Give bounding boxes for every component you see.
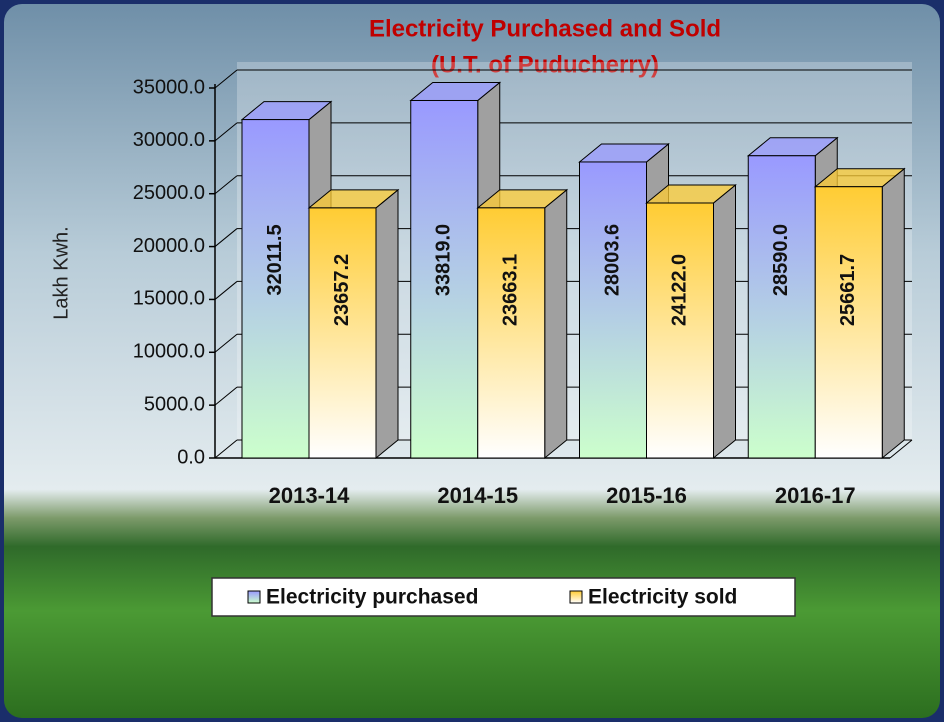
chart: Electricity Purchased and Sold (U.T. of … (0, 0, 944, 722)
x-tick-label: 2015-16 (606, 483, 687, 508)
bar-side (714, 185, 736, 458)
y-tick-label: 25000.0 (133, 182, 205, 204)
bar (647, 203, 714, 458)
value-label: 32011.5 (264, 224, 286, 295)
y-axis-label: Lakh Kwh. (50, 226, 72, 319)
y-tick-label: 30000.0 (133, 129, 205, 151)
value-label: 28590.0 (770, 224, 792, 296)
y-tick-label: 5000.0 (144, 393, 205, 415)
value-label: 28003.6 (601, 224, 623, 296)
bar-side (882, 169, 904, 458)
y-tick-label: 15000.0 (133, 288, 205, 310)
y-tick-label: 20000.0 (133, 235, 205, 257)
bar (748, 156, 815, 458)
legend-label: Electricity sold (588, 586, 737, 609)
y-tick-label: 0.0 (177, 446, 205, 468)
bar-side (376, 190, 398, 458)
chart-title: Electricity Purchased and Sold (369, 15, 721, 42)
value-label: 33819.0 (433, 224, 455, 296)
legend-swatch (570, 591, 582, 603)
legend-label: Electricity purchased (266, 586, 478, 609)
bar-side (545, 190, 567, 458)
y-tick-label: 10000.0 (133, 341, 205, 363)
value-label: 25661.7 (837, 254, 859, 326)
x-tick-label: 2013-14 (269, 483, 351, 508)
y-tick-label: 35000.0 (133, 76, 205, 98)
value-label: 24122.0 (668, 254, 690, 326)
bar (580, 162, 647, 458)
bar (478, 208, 545, 458)
x-tick-label: 2016-17 (775, 483, 856, 508)
value-label: 23663.1 (500, 254, 522, 326)
x-tick-label: 2014-15 (437, 483, 518, 508)
value-label: 23657.2 (331, 254, 353, 326)
bar (309, 208, 376, 458)
legend-swatch (248, 591, 260, 603)
